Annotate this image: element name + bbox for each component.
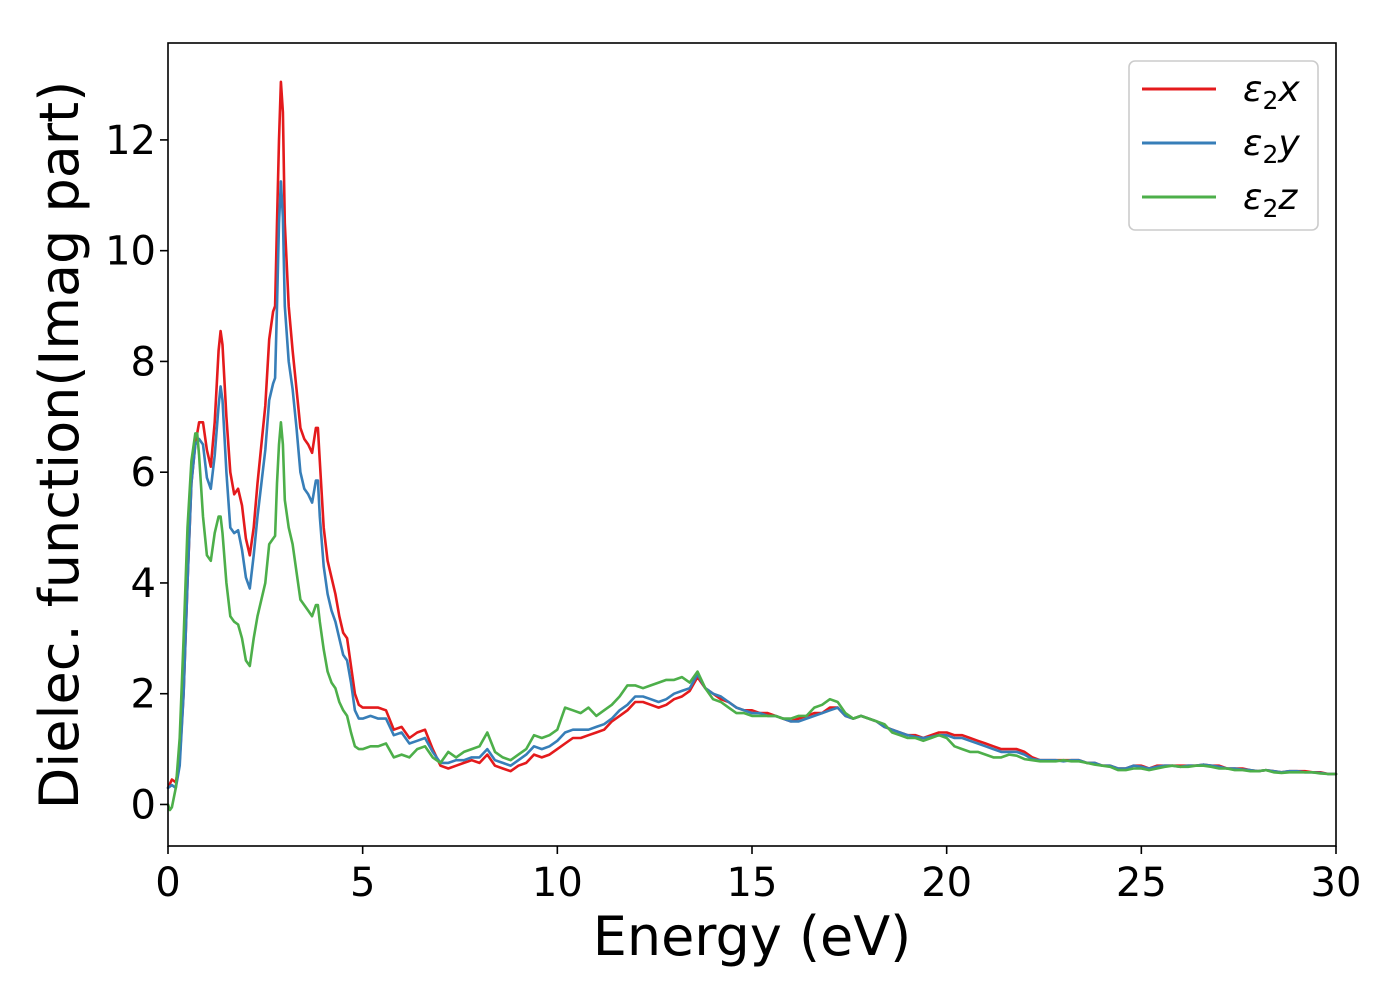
plot-frame [167,42,1337,847]
x-tick-label: 20 [921,860,972,906]
x-tick-label: 25 [1116,860,1167,906]
y-tick-label: 12 [105,118,156,164]
x-tick-label: 0 [155,860,180,906]
series-line-z [166,421,1338,812]
legend-label-x: ε2x [1243,69,1300,115]
legend-frame [1128,60,1319,231]
y-axis-label: Dielec. function(Imag part) [28,81,91,810]
x-tick-label: 15 [727,860,778,906]
x-axis-label: Energy (eV) [593,905,912,968]
y-axis: 0 2 4 6 8 10 12 [105,118,168,828]
x-tick-label: 30 [1311,860,1362,906]
y-tick-label: 10 [105,229,156,275]
x-axis: 0 5 10 15 20 25 30 [155,846,1361,906]
series-layer [166,80,1338,812]
legend-label-z: ε2z [1243,177,1298,223]
y-tick-label: 4 [131,561,156,607]
x-tick-label: 5 [350,860,375,906]
y-tick-label: 8 [131,339,156,385]
y-tick-label: 2 [131,672,156,718]
legend: ε2x ε2y ε2z [1128,60,1319,231]
x-tick-label: 10 [532,860,583,906]
legend-label-y: ε2y [1243,123,1300,169]
y-tick-label: 6 [131,450,156,496]
y-tick-label: 0 [131,782,156,828]
